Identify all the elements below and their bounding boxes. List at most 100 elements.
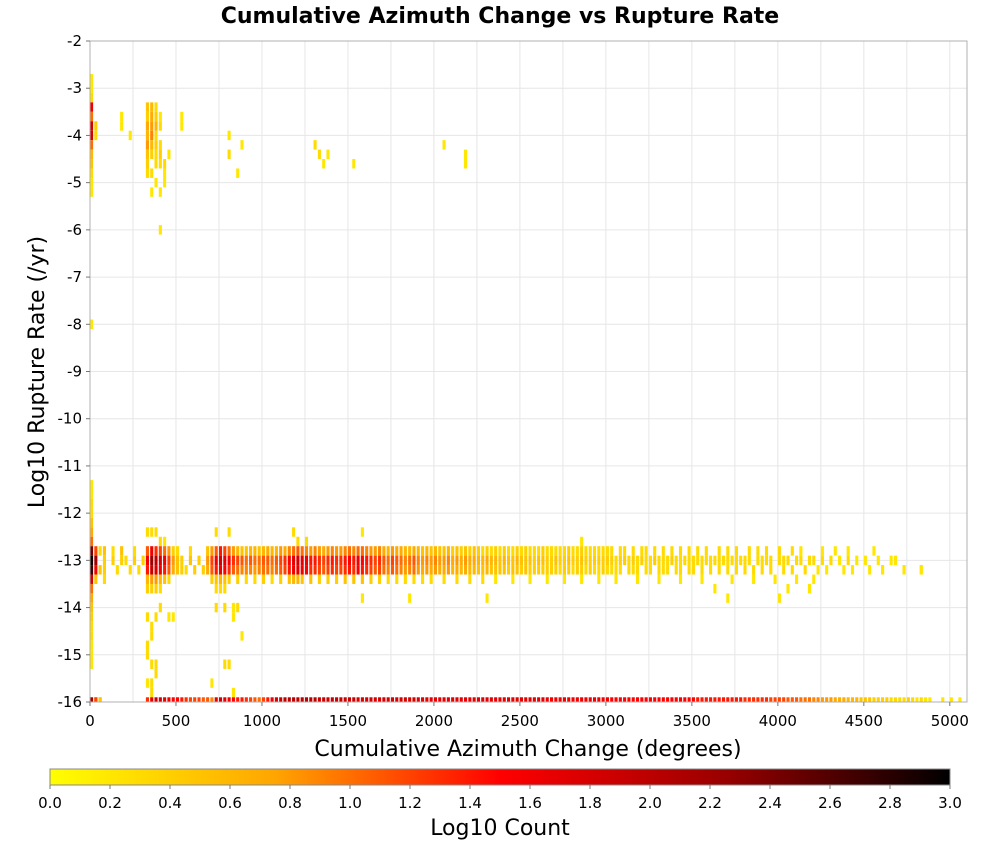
heatmap-cell: [571, 555, 575, 566]
heatmap-cell: [210, 574, 214, 584]
heatmap-cell: [283, 555, 287, 566]
heatmap-cell: [614, 574, 618, 584]
heatmap-cell: [150, 631, 154, 641]
heatmap-cell: [468, 574, 472, 584]
heatmap-cell: [881, 565, 885, 575]
heatmap-cell: [287, 574, 291, 584]
heatmap-cell: [842, 565, 846, 575]
y-tick-label: -13: [58, 551, 83, 569]
heatmap-cell: [446, 565, 450, 575]
heatmap-cell: [395, 697, 399, 702]
heatmap-cell: [502, 555, 506, 566]
heatmap-cell: [876, 555, 880, 566]
heatmap-cell: [584, 555, 588, 566]
heatmap-cell: [154, 159, 158, 169]
heatmap-cell: [489, 697, 493, 702]
heatmap-cell: [687, 546, 691, 556]
heatmap-cell: [240, 565, 244, 575]
heatmap-cells: [90, 74, 962, 702]
heatmap-cell: [300, 565, 304, 575]
heatmap-cell: [605, 697, 609, 702]
heatmap-cell: [464, 159, 468, 169]
heatmap-cell: [549, 546, 554, 556]
x-axis-ticks: 0 500 1000 1500 2000 2500 3000 3500 4000 4500 5000: [85, 702, 969, 730]
heatmap-cell: [515, 697, 519, 702]
heatmap-cell: [171, 612, 175, 622]
heatmap-cell: [158, 546, 162, 556]
x-tick-label: 1000: [243, 712, 281, 730]
heatmap-cell: [670, 555, 674, 566]
heatmap-cell: [322, 555, 326, 566]
heatmap-cell: [171, 697, 175, 702]
heatmap-cell: [227, 659, 231, 669]
heatmap-cell: [726, 697, 730, 702]
heatmap-cell: [335, 546, 339, 556]
heatmap-cell: [163, 574, 167, 584]
heatmap-cell: [893, 697, 898, 702]
heatmap-cell: [244, 697, 248, 702]
heatmap-cell: [795, 697, 799, 702]
heatmap-cell: [120, 555, 124, 566]
heatmap-cell: [580, 574, 584, 584]
y-tick-label: -15: [58, 646, 83, 664]
heatmap-cell: [618, 565, 622, 575]
heatmap-cell: [455, 546, 459, 556]
heatmap-cell: [244, 565, 248, 575]
heatmap-cell: [193, 565, 197, 575]
heatmap-cell: [296, 555, 300, 566]
heatmap-cell: [648, 565, 652, 575]
heatmap-cell: [158, 602, 162, 613]
heatmap-cell: [528, 565, 532, 575]
heatmap-cell: [313, 140, 317, 150]
heatmap-cell: [231, 612, 235, 622]
heatmap-cell: [812, 555, 816, 566]
heatmap-cell: [214, 697, 218, 702]
heatmap-cell: [214, 583, 218, 594]
heatmap-cell: [326, 574, 330, 584]
heatmap-cell: [601, 546, 605, 556]
heatmap-cell: [511, 697, 515, 702]
heatmap-cell: [171, 565, 175, 575]
heatmap-cell: [541, 697, 545, 702]
heatmap-cell: [322, 565, 326, 575]
heatmap-cell: [90, 621, 94, 632]
heatmap-cell: [210, 565, 214, 575]
heatmap-cell: [137, 565, 141, 575]
heatmap-cell: [210, 546, 214, 556]
heatmap-cell: [150, 187, 154, 197]
heatmap-cell: [438, 565, 442, 575]
heatmap-cell: [227, 546, 231, 556]
heatmap-cell: [154, 527, 158, 537]
heatmap-cell: [709, 697, 713, 702]
heatmap-cell: [820, 555, 824, 566]
heatmap-cell: [743, 555, 747, 566]
y-tick-label: -8: [67, 315, 82, 333]
heatmap-cell: [760, 565, 764, 575]
heatmap-cell: [412, 697, 416, 702]
heatmap-cell: [249, 697, 253, 702]
heatmap-cell: [94, 130, 98, 141]
heatmap-cell: [558, 565, 562, 575]
y-axis-ticks: -2 -3 -4 -5 -6 -7 -8 -9 -10 -11 -12 -13 -14 -15 -16: [58, 32, 90, 711]
heatmap-cell: [292, 546, 296, 556]
heatmap-cell: [464, 555, 468, 566]
heatmap-cell: [868, 565, 872, 575]
heatmap-cell: [223, 583, 227, 594]
heatmap-cell: [678, 574, 683, 584]
heatmap-cell: [795, 555, 799, 566]
heatmap-cell: [554, 546, 558, 556]
heatmap-cell: [154, 111, 158, 122]
heatmap-cell: [382, 565, 386, 575]
heatmap-cell: [145, 678, 149, 688]
heatmap-cell: [696, 546, 700, 556]
heatmap-cell: [807, 583, 812, 594]
colorbar-label: Log10 Count: [430, 816, 570, 841]
heatmap-cell: [640, 555, 644, 566]
heatmap-cell: [627, 697, 631, 702]
heatmap-cell: [803, 697, 807, 702]
heatmap-cell: [537, 546, 541, 556]
heatmap-cell: [537, 697, 541, 702]
heatmap-cell: [154, 555, 158, 566]
heatmap-cell: [94, 574, 98, 584]
heatmap-cell: [756, 546, 760, 556]
